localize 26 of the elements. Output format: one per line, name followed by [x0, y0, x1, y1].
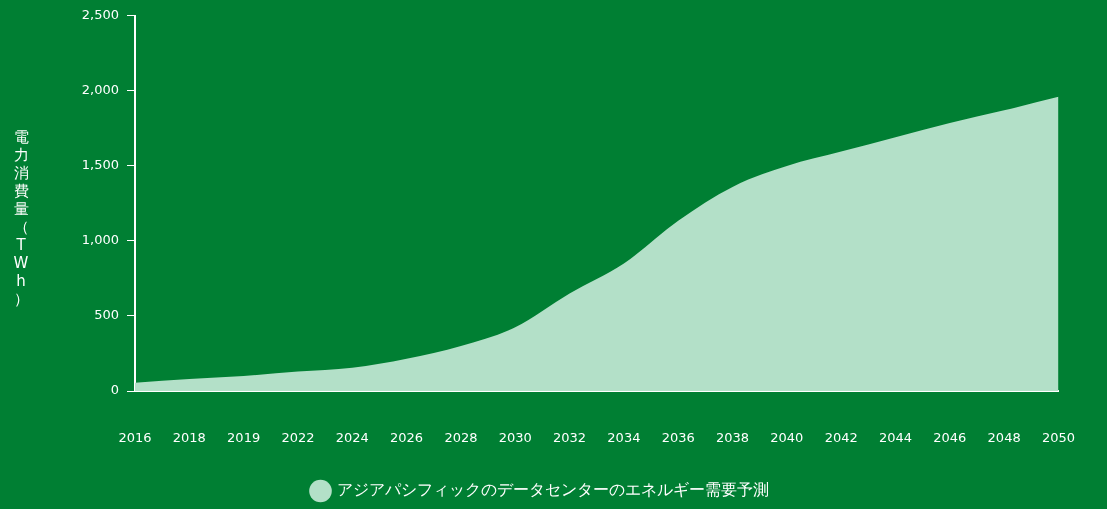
x-tick-label: 2034 [607, 430, 641, 446]
x-tick-label: 2042 [824, 430, 858, 446]
x-tick-label: 2050 [1041, 430, 1075, 446]
y-tick-label: 0 [110, 382, 119, 398]
x-tick-label: 2026 [390, 430, 424, 446]
y-tick-label: 2,000 [81, 82, 119, 98]
x-tick-label: 2016 [118, 430, 152, 446]
x-tick-label: 2030 [498, 430, 532, 446]
y-tick-label: 500 [94, 307, 119, 323]
x-tick-label: 2028 [444, 430, 478, 446]
text: 電力消費量（TWh） [13, 128, 29, 308]
x-tick-label: 2038 [715, 430, 750, 446]
x-tick-label: 2024 [335, 430, 369, 446]
x-tick-label: 2018 [172, 430, 206, 446]
x-tick-label: 2022 [281, 430, 315, 446]
x-tick-label: 2019 [227, 430, 261, 446]
y-tick-label: 1,500 [81, 157, 119, 173]
x-tick-label: 2048 [987, 430, 1021, 446]
x-tick-label: 2044 [878, 430, 913, 446]
y-tick-label: 2,500 [81, 7, 119, 23]
x-tick-label: 2040 [770, 430, 804, 446]
x-tick-label: 2032 [553, 430, 587, 446]
y-tick-label: 1,000 [81, 232, 119, 248]
x-tick-label: 2036 [661, 430, 695, 446]
legend-label: アジアパシフィックのデータセンターのエネルギー需要予測 [336, 480, 769, 500]
x-tick-label: 2046 [933, 430, 967, 446]
